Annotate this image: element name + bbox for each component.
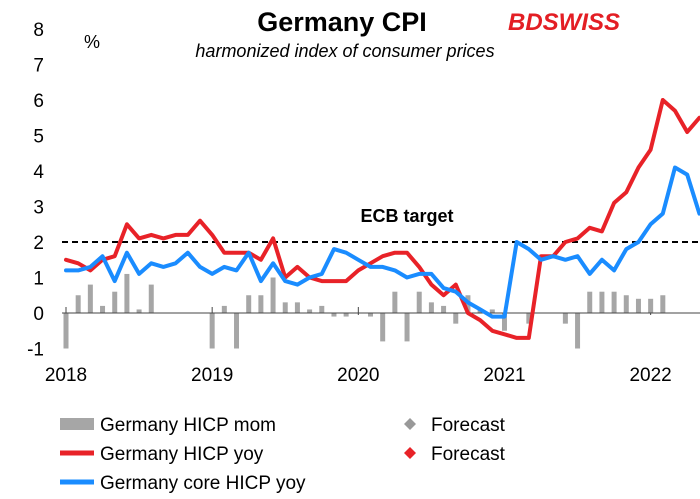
y-tick-label: 5	[33, 127, 44, 148]
x-tick-label: 2020	[337, 365, 379, 386]
mom-bar	[599, 291, 605, 313]
mom-bar	[294, 302, 300, 313]
chart-title: Germany CPI	[257, 7, 427, 37]
x-tick-label: 2022	[629, 365, 671, 386]
brand-prefix: BD	[508, 9, 543, 36]
chart-subtitle: harmonized index of consumer prices	[195, 41, 494, 61]
mom-bar	[660, 295, 666, 313]
y-tick-label: 6	[33, 91, 44, 112]
y-tick-label: 3	[33, 198, 44, 219]
mom-bar	[270, 277, 276, 313]
x-tick-label: 2019	[191, 365, 233, 386]
mom-bar	[331, 313, 337, 317]
legend-label: Germany core HICP yoy	[100, 473, 306, 494]
mom-bar	[380, 313, 386, 342]
yoy-lines	[64, 98, 700, 340]
mom-bar	[404, 313, 410, 342]
mom-bar	[112, 291, 118, 313]
legend-label: Forecast	[431, 444, 506, 465]
x-tick-label: 2021	[483, 365, 525, 386]
mom-bar	[63, 313, 69, 349]
germany-hicp-yoy-line	[64, 98, 700, 340]
legend-label: Forecast	[431, 415, 506, 436]
mom-bar	[416, 291, 422, 313]
mom-bar	[246, 295, 252, 313]
mom-bar	[453, 313, 459, 324]
y-tick-label: 4	[33, 162, 44, 183]
mom-bar	[648, 298, 654, 313]
legend-label: Germany HICP yoy	[100, 444, 264, 465]
mom-bar	[635, 298, 641, 313]
mom-bar	[368, 313, 373, 317]
legend-marker	[404, 447, 416, 459]
y-tick-label: 0	[33, 304, 44, 325]
mom-bar	[221, 305, 227, 313]
germany-core-hicp-yoy-line	[64, 165, 700, 319]
mom-bar	[611, 291, 617, 313]
mom-bar	[307, 309, 313, 313]
brand-suffix: SWISS	[543, 9, 620, 36]
mom-bar	[209, 313, 215, 349]
unit-label: %	[84, 32, 100, 52]
mom-bar	[562, 313, 568, 324]
mom-bar	[489, 309, 495, 313]
mom-bar	[575, 313, 581, 349]
ecb-target-label: ECB target	[360, 206, 453, 226]
mom-bar	[623, 295, 629, 313]
mom-bar	[501, 313, 507, 331]
legend-marker	[60, 418, 94, 430]
y-tick-label: 2	[33, 233, 44, 254]
mom-bar	[136, 309, 142, 313]
mom-bar	[282, 302, 288, 313]
y-tick-label: -1	[27, 340, 44, 361]
mom-bar	[526, 313, 532, 324]
mom-bar	[428, 302, 434, 313]
y-tick-label: 7	[33, 56, 44, 77]
legend-label: Germany HICP mom	[100, 415, 276, 436]
mom-bar	[258, 295, 264, 313]
mom-bar	[75, 295, 81, 313]
y-axis: -1 0 1 2 3 4 5 6 7 8	[27, 20, 44, 361]
x-tick-label: 2018	[45, 365, 87, 386]
mom-bars	[63, 273, 666, 349]
mom-bar	[587, 291, 593, 313]
mom-bar	[87, 284, 93, 313]
mom-bar	[343, 313, 349, 317]
svg-text:BDSWISS: BDSWISS	[508, 9, 620, 36]
mom-bar	[100, 305, 106, 313]
mom-bar	[441, 305, 447, 313]
x-axis: 2018 2019 2020 2021 2022	[45, 307, 672, 386]
mom-bar	[234, 313, 240, 349]
brand-logo: BDSWISS	[508, 9, 620, 36]
legend-marker	[404, 418, 416, 430]
mom-bar	[319, 305, 325, 313]
y-tick-label: 8	[33, 20, 44, 41]
legend: Germany HICP mom Forecast Germany HICP yoy…	[60, 415, 506, 494]
mom-bar	[392, 291, 398, 313]
mom-bar	[124, 273, 130, 313]
y-tick-label: 1	[33, 269, 44, 290]
mom-bar	[148, 284, 154, 313]
